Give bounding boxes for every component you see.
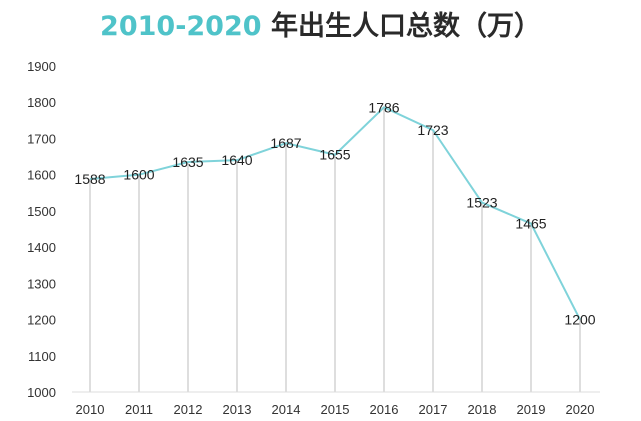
data-label: 1200 [564, 312, 595, 328]
x-tick-label: 2020 [566, 402, 595, 417]
y-tick-label: 1400 [27, 240, 56, 255]
data-label: 1655 [319, 147, 350, 163]
chart-title: 2010-2020 年出生人口总数（万） [0, 4, 641, 43]
x-tick-label: 2016 [370, 402, 399, 417]
data-label: 1786 [368, 99, 399, 115]
x-axis: 2010 2011 2012 2013 2014 2015 2016 2017 2018 2019… [76, 402, 595, 417]
x-tick-label: 2013 [223, 402, 252, 417]
chart-title-accent: 2010-2020 [100, 11, 262, 42]
data-label: 1687 [270, 135, 301, 151]
y-tick-label: 1500 [27, 204, 56, 219]
data-label: 1723 [417, 122, 448, 138]
data-label: 1600 [123, 167, 154, 183]
x-tick-label: 2011 [125, 402, 153, 417]
x-tick-label: 2017 [419, 402, 448, 417]
chart-title-rest: 年出生人口总数（万） [261, 11, 541, 42]
y-tick-label: 1700 [27, 131, 56, 146]
y-tick-label: 1100 [28, 349, 56, 364]
x-tick-label: 2019 [517, 402, 546, 417]
x-tick-label: 2015 [321, 402, 350, 417]
y-tick-label: 1800 [27, 95, 56, 110]
y-tick-label: 1200 [27, 313, 56, 328]
y-axis: 1000 1100 1200 1300 1400 1500 1600 1700 1800 1900 [27, 59, 56, 400]
data-label: 1640 [221, 152, 252, 168]
data-labels: 1588 1600 1635 1640 1687 1655 1786 1723 1523 1465… [74, 99, 595, 327]
drop-lines [89, 107, 581, 392]
data-label: 1635 [172, 154, 203, 170]
data-label: 1523 [466, 195, 497, 211]
x-tick-label: 2014 [272, 402, 301, 417]
y-tick-label: 1600 [27, 168, 56, 183]
x-tick-label: 2018 [468, 402, 497, 417]
x-tick-label: 2010 [76, 402, 105, 417]
y-tick-label: 1000 [27, 385, 56, 400]
y-tick-label: 1900 [27, 59, 56, 74]
y-tick-label: 1300 [27, 276, 56, 291]
data-label: 1465 [515, 216, 546, 232]
series-line [89, 106, 581, 321]
x-tick-label: 2012 [174, 402, 203, 417]
data-label: 1588 [74, 171, 105, 187]
